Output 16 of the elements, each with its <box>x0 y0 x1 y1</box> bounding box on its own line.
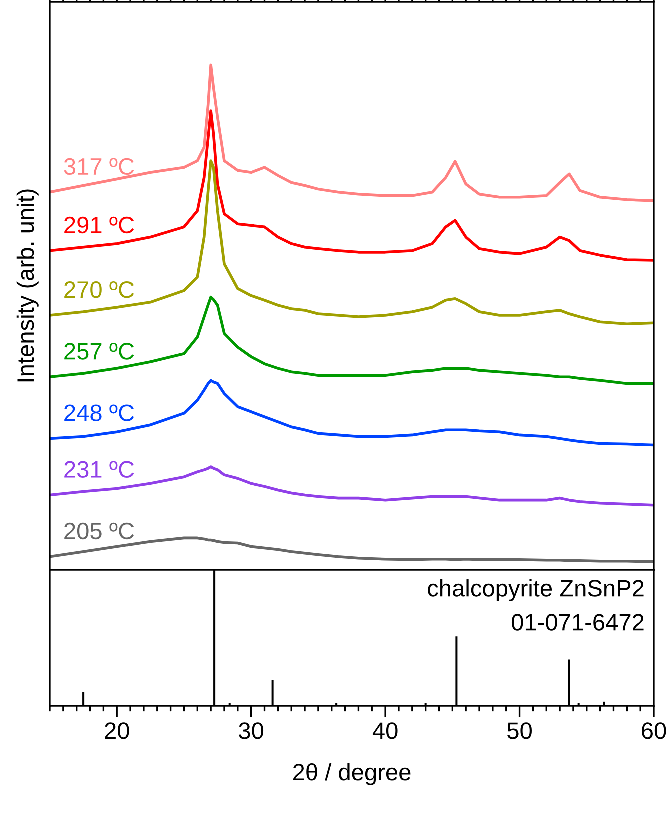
annotation: 01-071-6472 <box>512 614 644 631</box>
series-label: 257 ºC <box>64 343 134 360</box>
y-axis-title: Intensity (arb. unit) <box>16 190 39 382</box>
x-tick-label: 50 <box>508 722 532 740</box>
series-label: 317 ºC <box>64 158 134 176</box>
x-tick-label: 40 <box>372 722 398 740</box>
series-label: 291 ºC <box>64 216 134 234</box>
annotation: chalcopyrite ZnSnP2 <box>428 580 644 602</box>
series-label: 205 ºC <box>64 522 134 540</box>
series-label: 248 ºC <box>64 404 134 422</box>
series-label: 270 ºC <box>64 282 134 298</box>
x-tick-label: 30 <box>239 722 264 740</box>
x-tick-label: 60 <box>642 722 666 740</box>
series-label: 231 ºC <box>64 461 134 478</box>
x-tick-label: 20 <box>105 722 130 740</box>
x-axis-title: 2θ / degree <box>293 763 411 786</box>
